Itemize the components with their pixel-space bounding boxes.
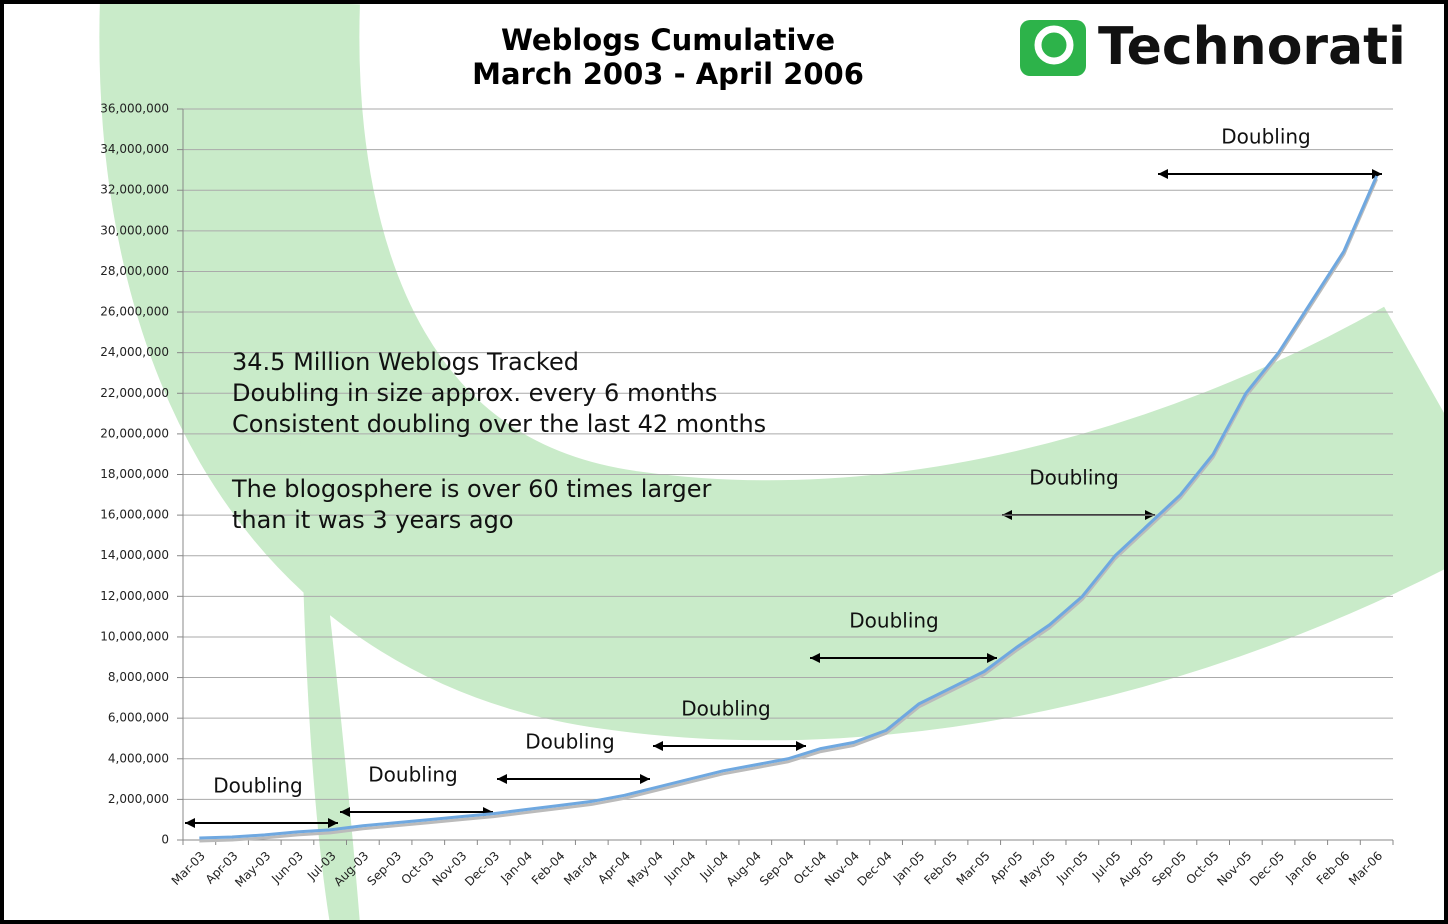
y-tick-label: 22,000,000: [100, 386, 169, 400]
annotation-text: Consistent doubling over the last 42 mon…: [232, 410, 766, 438]
data-line: [199, 175, 1379, 840]
y-tick-label: 30,000,000: [100, 223, 169, 237]
y-tick-label: 12,000,000: [100, 589, 169, 603]
y-tick-label: 10,000,000: [100, 629, 169, 643]
doubling-label: Doubling: [849, 609, 939, 633]
annotation-text: The blogosphere is over 60 times larger: [231, 475, 712, 503]
logo-text: Technorati: [1098, 17, 1406, 77]
annotation-text: Doubling in size approx. every 6 months: [232, 379, 717, 407]
chart-subtitle: March 2003 - April 2006: [472, 57, 864, 91]
y-tick-label: 34,000,000: [100, 142, 169, 156]
y-tick-label: 32,000,000: [100, 183, 169, 197]
y-tick-label: 2,000,000: [108, 792, 169, 806]
doubling-label: Doubling: [1221, 125, 1311, 149]
chart-title: Weblogs Cumulative: [501, 23, 835, 57]
y-tick-label: 26,000,000: [100, 305, 169, 319]
y-tick-label: 14,000,000: [100, 548, 169, 562]
y-tick-label: 4,000,000: [108, 751, 169, 765]
annotation-text: than it was 3 years ago: [232, 506, 514, 534]
y-tick-label: 16,000,000: [100, 508, 169, 522]
y-tick-label: 24,000,000: [100, 345, 169, 359]
y-tick-label: 28,000,000: [100, 264, 169, 278]
swirl-tail: [300, 360, 360, 924]
y-tick-label: 18,000,000: [100, 467, 169, 481]
y-tick-label: 0: [161, 833, 169, 847]
logo: Technorati: [1020, 17, 1406, 77]
doubling-label: Doubling: [1029, 466, 1119, 490]
annotation-text: 34.5 Million Weblogs Tracked: [232, 348, 579, 376]
doubling-label: Doubling: [525, 730, 615, 754]
y-tick-label: 20,000,000: [100, 426, 169, 440]
arrows: [185, 173, 1382, 824]
doubling-label: Doubling: [681, 697, 771, 721]
y-tick-label: 8,000,000: [108, 670, 169, 684]
logo-ring: [1034, 25, 1074, 65]
doubling-label: Doubling: [213, 774, 303, 798]
y-tick-label: 36,000,000: [100, 102, 169, 116]
y-tick-label: 6,000,000: [108, 711, 169, 725]
line-shadow: [199, 178, 1379, 843]
doubling-label: Doubling: [368, 763, 458, 787]
